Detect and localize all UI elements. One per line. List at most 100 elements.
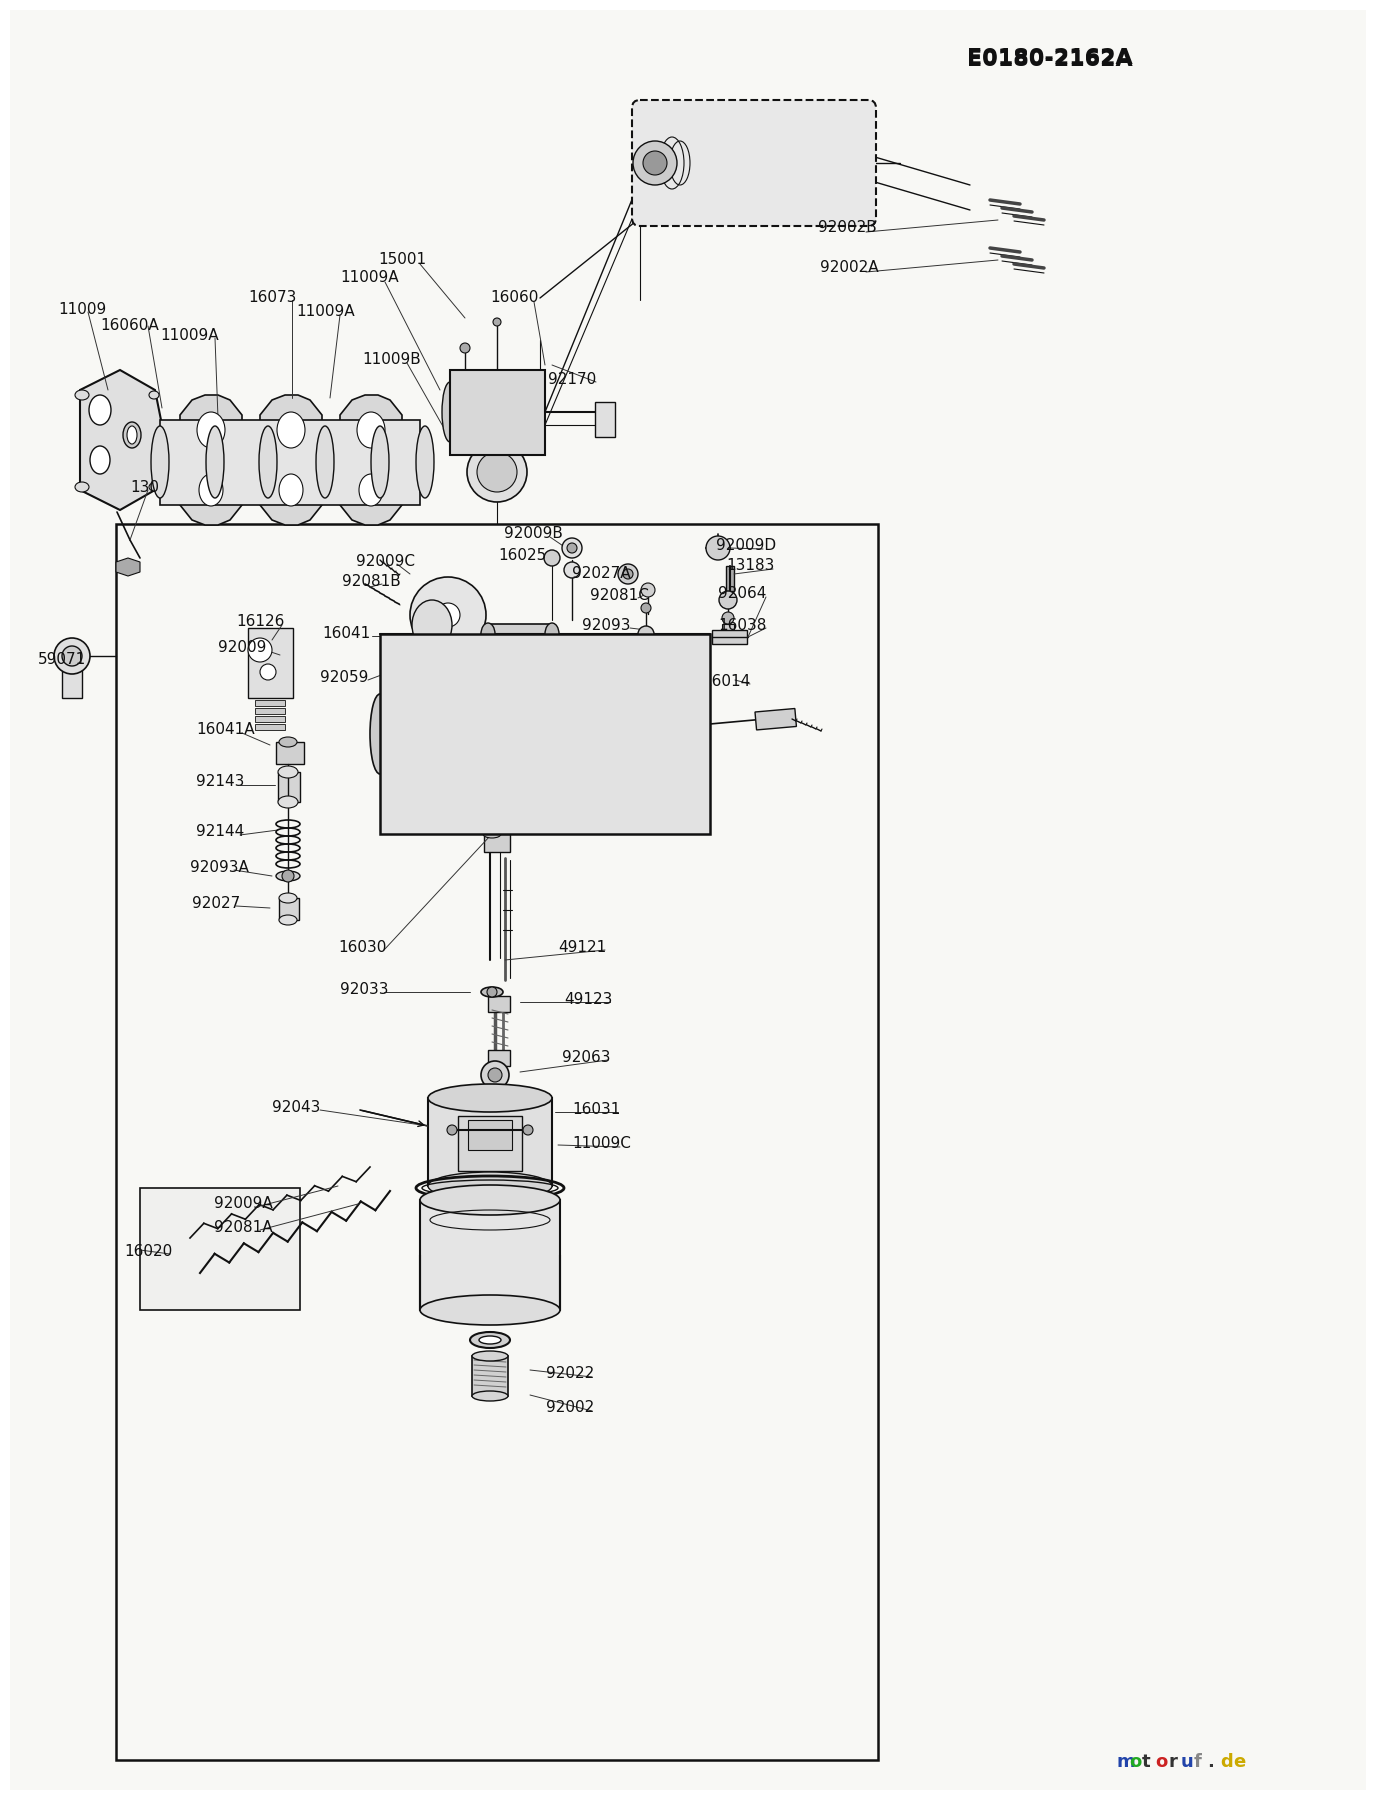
Ellipse shape <box>428 1172 552 1201</box>
Ellipse shape <box>539 716 590 761</box>
Text: 16031: 16031 <box>572 1102 621 1118</box>
Circle shape <box>564 562 581 578</box>
Polygon shape <box>116 558 140 576</box>
Text: E0180-2162A: E0180-2162A <box>967 49 1132 68</box>
Ellipse shape <box>278 796 299 808</box>
Bar <box>160 419 420 506</box>
Circle shape <box>641 583 655 598</box>
Ellipse shape <box>420 1294 560 1325</box>
Bar <box>472 1355 508 1397</box>
Bar <box>279 898 299 920</box>
Circle shape <box>260 664 277 680</box>
Circle shape <box>411 666 449 702</box>
Ellipse shape <box>411 599 451 650</box>
Polygon shape <box>340 394 402 526</box>
Bar <box>277 742 304 763</box>
FancyBboxPatch shape <box>632 101 877 227</box>
Ellipse shape <box>259 427 277 499</box>
Text: t: t <box>1142 1753 1150 1771</box>
Text: 16030: 16030 <box>338 940 387 956</box>
Ellipse shape <box>279 736 297 747</box>
Circle shape <box>561 538 582 558</box>
Text: 11009A: 11009A <box>160 328 219 342</box>
Text: .: . <box>1207 1753 1214 1771</box>
Ellipse shape <box>278 767 299 778</box>
Circle shape <box>618 563 638 583</box>
Text: 16041A: 16041A <box>195 722 255 738</box>
Circle shape <box>722 612 733 625</box>
Bar <box>488 1049 510 1066</box>
Text: 11009B: 11009B <box>362 353 421 367</box>
Circle shape <box>550 749 581 779</box>
Circle shape <box>62 646 83 666</box>
Ellipse shape <box>200 473 223 506</box>
Ellipse shape <box>428 1084 552 1112</box>
Text: 92059: 92059 <box>321 671 369 686</box>
Bar <box>594 401 615 437</box>
Text: 92009B: 92009B <box>504 526 563 542</box>
Circle shape <box>54 637 89 673</box>
Circle shape <box>436 603 460 626</box>
Ellipse shape <box>277 412 305 448</box>
Circle shape <box>460 344 471 353</box>
Ellipse shape <box>416 427 433 499</box>
Text: 49123: 49123 <box>564 992 612 1008</box>
Circle shape <box>641 603 651 614</box>
Ellipse shape <box>482 986 504 997</box>
Text: 92009A: 92009A <box>215 1197 272 1211</box>
Ellipse shape <box>89 446 110 473</box>
Circle shape <box>487 986 497 997</box>
Ellipse shape <box>479 1336 501 1345</box>
Text: 92009: 92009 <box>217 641 267 655</box>
Text: 130: 130 <box>129 481 160 495</box>
Bar <box>722 625 733 643</box>
Text: 92081C: 92081C <box>590 589 649 603</box>
Bar <box>255 716 285 722</box>
Circle shape <box>482 1060 509 1089</box>
Bar <box>380 634 710 833</box>
Circle shape <box>248 637 272 662</box>
Circle shape <box>447 1125 457 1136</box>
Ellipse shape <box>277 871 300 880</box>
Bar <box>255 724 285 731</box>
Ellipse shape <box>483 830 501 839</box>
Text: 15001: 15001 <box>378 252 427 268</box>
Text: 92027: 92027 <box>193 896 241 911</box>
Circle shape <box>410 578 486 653</box>
Ellipse shape <box>206 427 224 499</box>
Ellipse shape <box>127 427 138 445</box>
Circle shape <box>544 551 560 565</box>
Ellipse shape <box>76 482 89 491</box>
Text: 92093A: 92093A <box>190 860 249 875</box>
Ellipse shape <box>149 391 160 400</box>
Circle shape <box>633 140 677 185</box>
Text: e: e <box>1233 1753 1245 1771</box>
Circle shape <box>422 677 438 691</box>
Text: 92002: 92002 <box>546 1400 594 1415</box>
Ellipse shape <box>482 623 495 644</box>
Text: 16020: 16020 <box>124 1244 172 1260</box>
Polygon shape <box>80 371 165 509</box>
Text: 11009C: 11009C <box>572 1136 630 1152</box>
Text: 92081A: 92081A <box>215 1220 272 1235</box>
Text: 92143: 92143 <box>195 774 245 790</box>
Text: f: f <box>1194 1753 1201 1771</box>
Ellipse shape <box>151 427 169 499</box>
Polygon shape <box>180 394 242 526</box>
Ellipse shape <box>472 1391 508 1400</box>
Text: 16060A: 16060A <box>100 317 158 333</box>
Bar <box>458 1116 522 1172</box>
Text: 16060: 16060 <box>490 290 538 306</box>
Circle shape <box>484 650 535 698</box>
Text: o: o <box>1154 1753 1167 1771</box>
Text: 16038: 16038 <box>718 619 766 634</box>
Ellipse shape <box>279 914 297 925</box>
Circle shape <box>560 664 600 704</box>
Text: 16025: 16025 <box>498 549 546 563</box>
Bar <box>420 1201 560 1310</box>
Text: 92081: 92081 <box>618 722 666 738</box>
Text: 92009C: 92009C <box>356 554 416 569</box>
Text: o: o <box>1128 1753 1141 1771</box>
Ellipse shape <box>372 427 389 499</box>
Text: 11009A: 11009A <box>340 270 399 286</box>
